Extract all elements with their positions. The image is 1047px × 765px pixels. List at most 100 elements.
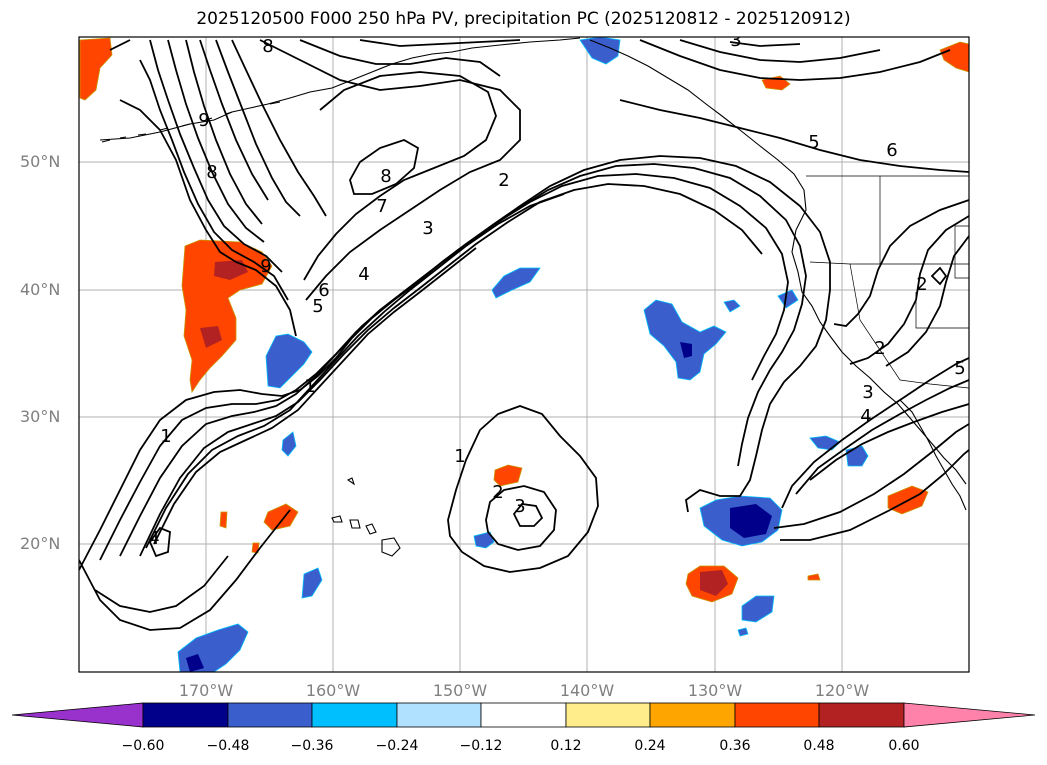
pv-contour-ne-2 (679, 39, 881, 63)
pv-contour-west-c (148, 526, 171, 558)
pv-contour-closed-1 (447, 405, 599, 573)
latitude-label: 20°N (20, 534, 61, 553)
positive-area-nw (79, 37, 113, 101)
pv-contour-se-4 (795, 379, 969, 495)
negative-area-west (265, 333, 313, 389)
negative-core-sw (186, 654, 204, 672)
baja-coast (899, 399, 967, 511)
small-island (346, 477, 356, 486)
pv-contour-ridge-c (303, 71, 497, 281)
pv-contour-arm-1 (109, 39, 131, 51)
pv-contour-closed-3 (512, 503, 544, 527)
alaska-coast (99, 37, 581, 141)
colorbar-tick-label: −0.36 (290, 738, 334, 754)
pv-contour-trough-3 (885, 235, 969, 367)
contour-label: 1 (304, 376, 315, 397)
contour-label: 2 (492, 482, 503, 503)
pv-contour-se-1 (780, 449, 969, 541)
pv-contour-trough-2 (849, 215, 969, 365)
pv-contours (79, 39, 969, 631)
colorbar-tick-label: 0.24 (634, 738, 666, 754)
negative-core-east1 (680, 342, 692, 358)
negative-core-east3 (730, 504, 772, 538)
pv-contour-ne-3 (619, 99, 969, 173)
contour-label: 8 (262, 36, 273, 57)
pv-contour-1-main (79, 155, 831, 571)
coastlines (99, 37, 967, 557)
contour-label: 9 (198, 110, 209, 131)
contour-label: 4 (860, 406, 871, 427)
negative-area-east4 (741, 595, 775, 623)
contour-label: 6 (886, 140, 897, 161)
gridlines (79, 37, 969, 672)
colorbar-bin (311, 702, 398, 728)
contour-label: 3 (422, 218, 433, 239)
colorbar-tick-label: 0.12 (550, 738, 582, 754)
pv-contour-ridge-b (299, 39, 501, 77)
pv-contour-arm-6 (185, 39, 263, 225)
pv-contour-4-main (139, 183, 763, 557)
pv-contour-arm-7 (199, 39, 269, 201)
latitude-label: 40°N (20, 280, 61, 299)
pv-contour-5-main (145, 193, 565, 549)
longitude-label: 150°W (432, 681, 488, 700)
positive-area-blob2 (219, 511, 228, 529)
contour-label: 4 (148, 528, 159, 549)
pv-contour-ridge-a (259, 39, 521, 301)
pv-contour-west-b (94, 555, 229, 613)
longitude-label: 130°W (687, 681, 743, 700)
map-frame (78, 36, 970, 673)
longitude-label: 160°W (305, 681, 361, 700)
colorbar-tick-label: −0.48 (206, 738, 250, 754)
negative-area-east5 (737, 627, 749, 637)
positive-area-east4 (807, 573, 821, 581)
colorbar-tick-label: −0.12 (459, 738, 503, 754)
colorbar-bin (396, 702, 482, 728)
pv-contour-ne-4 (729, 41, 801, 47)
contour-label: 5 (808, 132, 819, 153)
positive-anomaly-areas (79, 37, 969, 603)
colorbar-bin (142, 702, 229, 728)
pv-contour-se-3 (781, 357, 969, 509)
contour-label: 1 (454, 446, 465, 467)
hawaii-islands (331, 515, 401, 557)
negative-area-east7 (809, 435, 841, 451)
borders (806, 175, 969, 389)
colorbar-tick-label: −0.60 (121, 738, 165, 754)
colorbar-bin (227, 702, 313, 728)
contour-label: 3 (862, 382, 873, 403)
panhandle-coast (589, 39, 967, 485)
colorbar-bin (818, 702, 905, 728)
contour-label: 2 (498, 170, 509, 191)
pv-contour-arm-3 (139, 59, 289, 301)
pv-contour-arm-9 (231, 39, 327, 217)
negative-area-east2 (723, 299, 741, 313)
negative-area-mid2 (473, 531, 495, 549)
pv-contour-trough-4 (930, 266, 948, 286)
negative-area-small1 (281, 431, 297, 457)
contour-label: 8 (380, 166, 391, 187)
contour-label: 2 (874, 338, 885, 359)
positive-area-ne (939, 41, 969, 73)
pv-contour-ridge-e (359, 39, 521, 47)
contour-label: 8 (206, 162, 217, 183)
pv-contour-trough-1 (833, 199, 969, 327)
pv-contour-6-main (153, 247, 477, 545)
contour-label: 2 (916, 274, 927, 295)
colorbar-bin (734, 702, 820, 728)
contour-label: 3 (514, 496, 525, 517)
contour-label: 5 (312, 296, 323, 317)
colorbar-bin (565, 702, 651, 728)
pv-contour-arm-2 (119, 99, 297, 337)
colorbar-arrow-right (903, 702, 1036, 728)
negative-area-east1 (643, 299, 727, 381)
pv-contour-arm-5 (167, 39, 265, 243)
contour-labels: 8 9 8 9 8 7 3 2 4 5 6 1 1 4 1 2 3 5 6 2 … (148, 30, 965, 549)
colorbar-tick-label: 0.48 (803, 738, 835, 754)
pv-contour-se-2 (773, 423, 969, 529)
negative-area-north (579, 37, 621, 65)
negative-anomaly-areas (177, 37, 869, 672)
contour-label: 9 (260, 256, 271, 277)
contour-label: 3 (730, 30, 741, 51)
